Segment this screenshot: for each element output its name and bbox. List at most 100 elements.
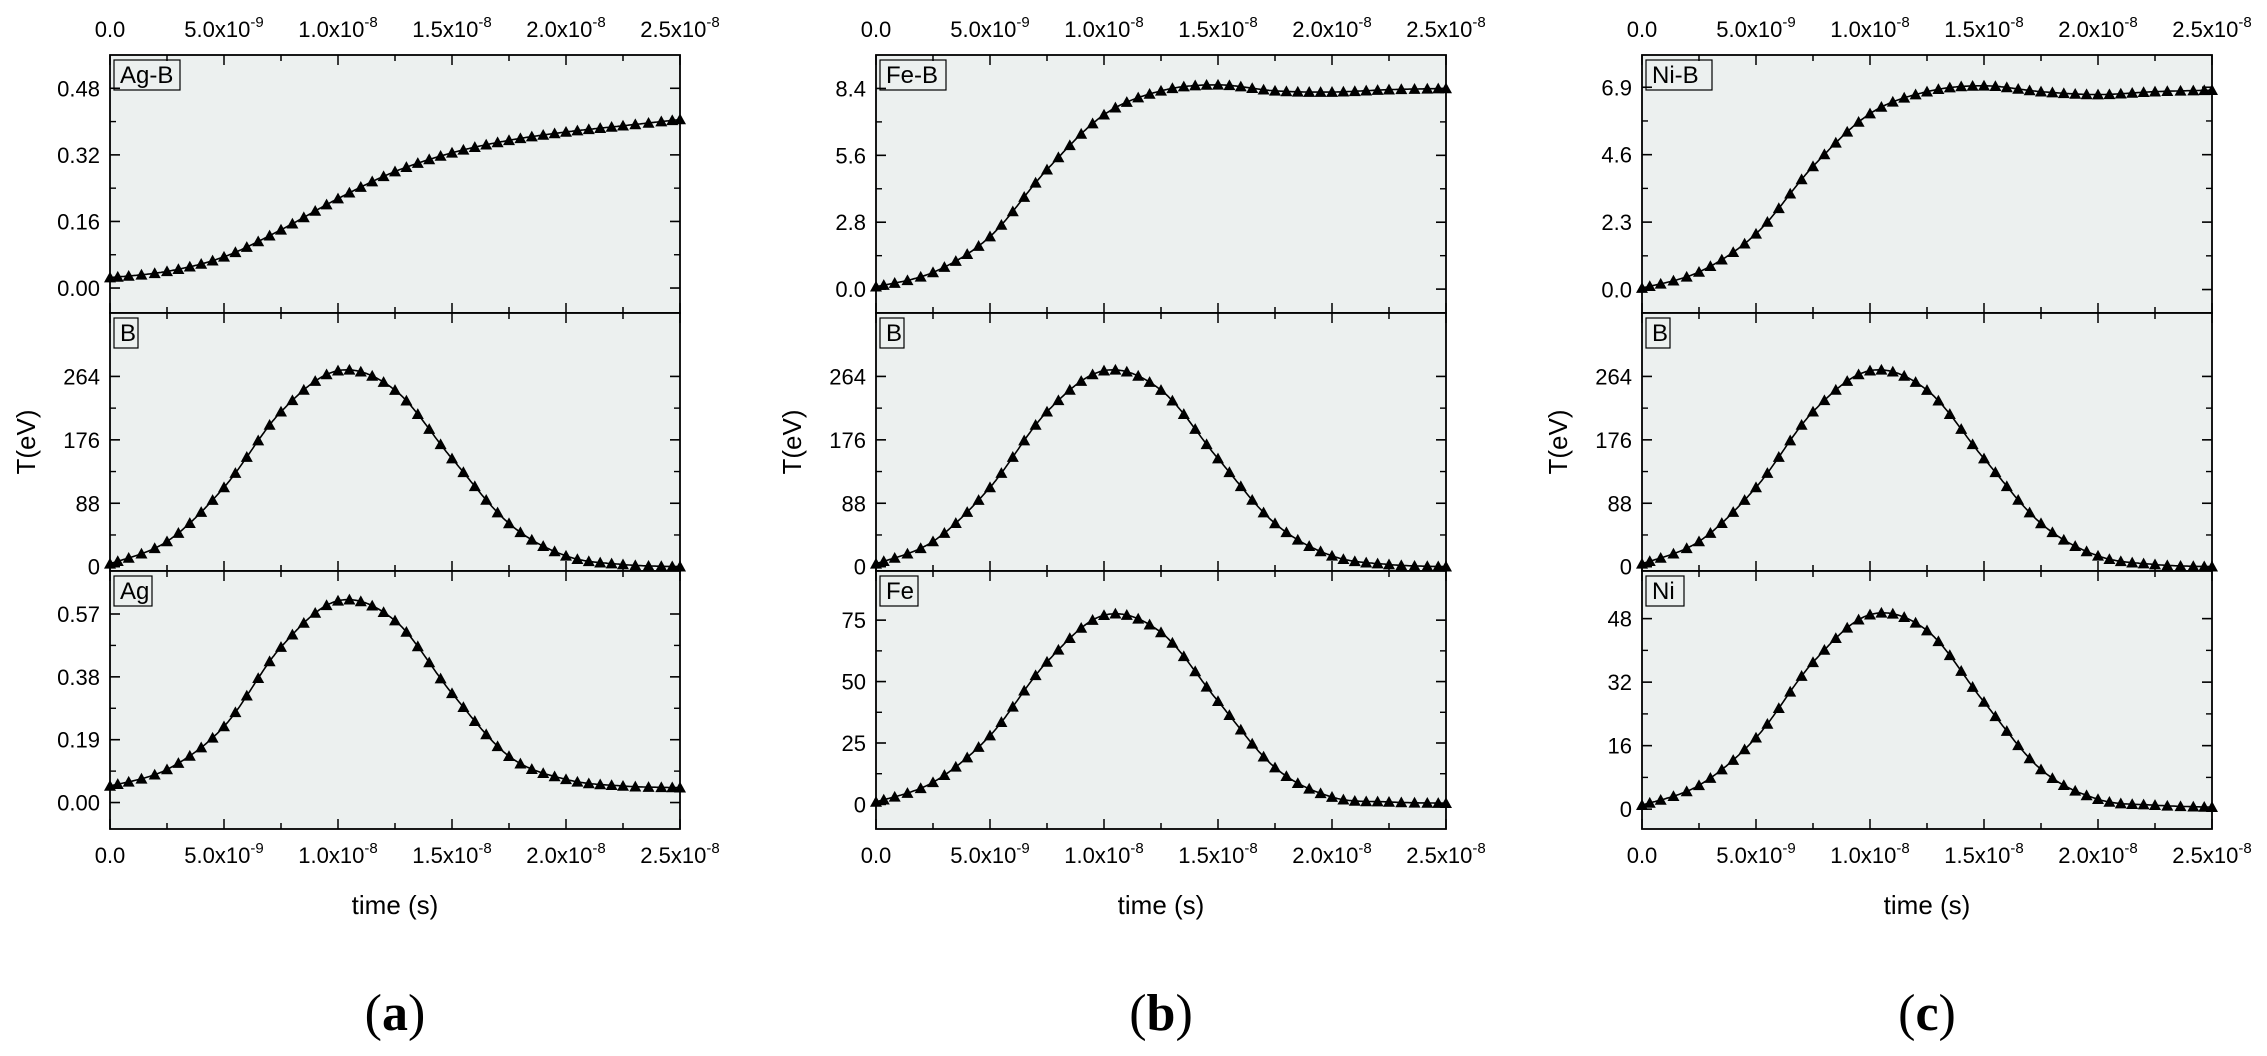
data-marker <box>1166 82 1179 94</box>
data-marker <box>1257 506 1270 518</box>
y-tick-label: 264 <box>1595 364 1632 389</box>
data-marker <box>1989 466 2002 478</box>
data-marker <box>1212 452 1224 464</box>
data-marker <box>2187 800 2200 812</box>
x-top-tick-label: 2.5x10-8 <box>1406 14 1485 42</box>
data-marker <box>1667 274 1680 286</box>
x-tick-label: 1.5x10-8 <box>1178 840 1257 868</box>
data-marker <box>468 480 481 492</box>
data-marker <box>2174 559 2187 571</box>
data-marker <box>1280 85 1293 97</box>
data-marker <box>1337 85 1350 97</box>
data-marker <box>2069 784 2082 796</box>
x-tick-label: 5.0x10-9 <box>950 840 1029 868</box>
x-top-tick-label: 1.5x10-8 <box>412 14 491 42</box>
data-marker <box>2035 85 2047 97</box>
data-marker <box>2012 493 2025 505</box>
x-top-tick-label: 1.0x10-8 <box>298 14 377 42</box>
data-marker <box>1795 418 1808 430</box>
data-marker <box>309 375 322 386</box>
data-marker <box>172 263 185 275</box>
data-marker <box>1921 85 1933 97</box>
data-marker <box>1955 80 1968 92</box>
data-marker <box>1360 556 1373 568</box>
data-marker <box>1727 246 1740 258</box>
data-marker <box>1326 791 1338 802</box>
y-tick-label: 0 <box>1620 555 1632 580</box>
data-marker <box>1109 363 1122 375</box>
subplot-ni: 0 16 32 48 Ni <box>1608 570 2218 830</box>
y-tick-label: 8.4 <box>835 76 866 101</box>
data-marker <box>1395 796 1408 808</box>
data-marker <box>1246 493 1259 505</box>
data-marker <box>1371 795 1384 807</box>
data-marker <box>655 781 668 793</box>
panel-b: 0.0 2.8 5.6 8.4 Fe-B 0 88 176 264 B 0 25 50 75 Fe 0.0 5.… <box>777 14 1486 1042</box>
data-marker <box>1234 723 1247 735</box>
x-top-tick-label: 1.5x10-8 <box>1178 14 1257 42</box>
y-tick-label: 2.3 <box>1601 210 1632 235</box>
data-marker <box>332 192 344 204</box>
data-marker <box>1909 376 1922 387</box>
data-marker <box>2103 553 2116 565</box>
data-marker <box>2080 789 2093 801</box>
data-marker <box>446 146 458 158</box>
data-marker <box>2114 87 2127 99</box>
data-marker <box>1006 451 1019 462</box>
data-marker <box>1432 797 1445 808</box>
data-marker <box>122 775 135 787</box>
data-marker <box>1177 650 1190 662</box>
data-marker <box>1326 549 1338 561</box>
data-marker <box>1886 365 1899 377</box>
data-marker <box>1120 96 1133 107</box>
data-marker <box>582 555 595 567</box>
data-marker <box>240 689 253 701</box>
data-marker <box>1943 81 1956 93</box>
data-marker <box>1314 86 1327 97</box>
data-marker <box>377 170 390 182</box>
data-marker <box>491 740 504 752</box>
y-tick-label: 16 <box>1608 734 1632 759</box>
y-tick-label: 5.6 <box>835 143 866 168</box>
data-marker <box>560 125 572 137</box>
data-marker <box>343 186 356 198</box>
data-marker <box>560 773 572 785</box>
data-marker <box>1109 607 1122 619</box>
x-top-tick-label: 1.0x10-8 <box>1830 14 1909 42</box>
data-marker <box>2012 739 2025 751</box>
x-tick-label: 1.5x10-8 <box>1944 840 2023 868</box>
y-tick-label: 6.9 <box>1601 75 1632 100</box>
x-tick-label: 5.0x10-9 <box>184 840 263 868</box>
data-marker <box>1098 609 1110 621</box>
data-marker <box>2114 555 2127 567</box>
data-marker <box>888 790 901 802</box>
x-top-tick-label: 2.0x10-8 <box>1292 14 1371 42</box>
series-label: Ag <box>120 578 149 605</box>
data-marker <box>914 270 927 282</box>
plot-area <box>110 571 680 829</box>
data-marker <box>548 770 561 782</box>
series-label-box <box>879 317 905 349</box>
data-marker <box>972 240 985 251</box>
series-label: B <box>886 320 902 347</box>
y-tick-label: 75 <box>842 608 866 633</box>
plot-frame <box>1641 570 2213 830</box>
data-marker <box>537 128 550 140</box>
data-marker <box>1143 618 1156 630</box>
data-marker <box>411 157 424 168</box>
y-tick-label: 0 <box>854 555 866 580</box>
panel-letter: (c) <box>1898 985 1956 1042</box>
data-marker <box>605 779 618 791</box>
x-tick-label: 2.0x10-8 <box>2058 840 2137 868</box>
data-marker <box>1643 555 1656 567</box>
data-marker <box>938 261 951 272</box>
data-marker <box>309 606 322 618</box>
data-marker <box>571 775 584 787</box>
data-marker <box>1727 754 1740 765</box>
data-marker <box>901 787 914 798</box>
data-marker <box>2023 752 2036 764</box>
data-marker <box>1360 84 1373 96</box>
data-marker <box>1761 215 1774 227</box>
data-marker <box>594 778 607 790</box>
data-marker <box>286 217 299 229</box>
